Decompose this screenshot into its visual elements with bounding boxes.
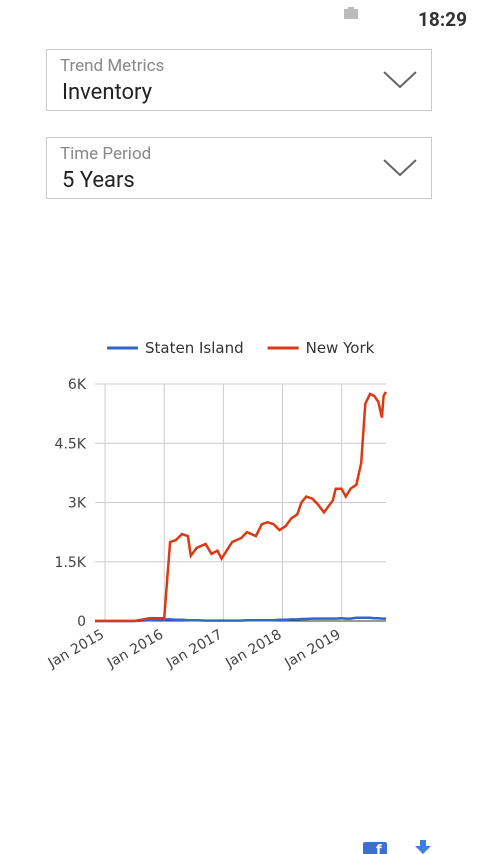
legend-label: New York (306, 339, 375, 357)
download-icon[interactable] (414, 840, 432, 854)
status-icon (344, 7, 358, 19)
x-tick-label: Jan 2015 (45, 627, 107, 672)
x-tick-label: Jan 2017 (163, 627, 225, 672)
x-tick-label: Jan 2018 (222, 627, 284, 672)
dropdown[interactable]: Trend Metrics Inventory (46, 49, 432, 111)
dropdown-label: Trend Metrics (60, 56, 165, 76)
series-line (95, 391, 388, 623)
dropdown-value: 5 Years (62, 168, 135, 193)
y-tick-label: 0 (77, 614, 86, 630)
y-tick-label: 4.5K (55, 436, 87, 452)
svg-text:f: f (376, 843, 382, 854)
y-tick-label: 1.5K (55, 555, 87, 571)
series-line (95, 616, 386, 623)
x-tick-label: Jan 2019 (281, 627, 343, 672)
dropdown-value: Inventory (62, 80, 153, 105)
dropdown-label: Time Period (60, 144, 152, 164)
y-tick-label: 6K (68, 377, 87, 393)
chevron (383, 159, 417, 177)
x-tick-label: Jan 2016 (104, 627, 166, 672)
y-tick-label: 3K (68, 496, 87, 512)
legend-label: Staten Island (145, 339, 244, 357)
share-icon[interactable]: f (363, 840, 387, 854)
clock: 18:29 (418, 8, 467, 31)
chevron (383, 71, 417, 89)
dropdown[interactable]: Time Period 5 Years (46, 137, 432, 199)
